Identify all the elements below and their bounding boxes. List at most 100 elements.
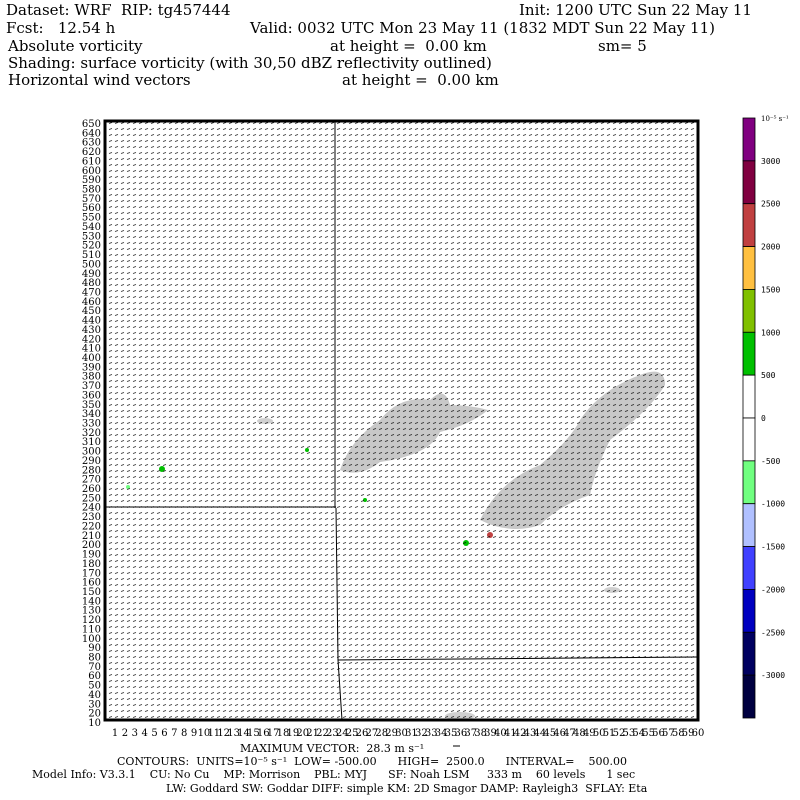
y-tick-label: 470 [82, 287, 101, 298]
x-tick-label: 49 [583, 728, 596, 739]
y-tick-label: 20 [88, 709, 101, 720]
y-tick-label: 350 [82, 400, 101, 411]
x-tick-label: 16 [257, 728, 270, 739]
y-tick-label: 320 [82, 428, 101, 439]
y-tick-label: 620 [82, 147, 101, 158]
y-tick-label: 290 [82, 456, 101, 467]
y-tick-label: 60 [88, 671, 101, 682]
y-tick-label: 360 [82, 390, 101, 401]
y-tick-label: 410 [82, 344, 101, 355]
y-tick-label: 630 [82, 138, 101, 149]
dataset-label: Dataset: WRF RIP: tg457444 [6, 1, 231, 19]
y-tick-label: 460 [82, 297, 101, 308]
x-tick-label: 30 [395, 728, 408, 739]
y-tick-label: 280 [82, 465, 101, 476]
colorbar-label: 0 [761, 414, 766, 423]
x-tick-label: 33 [425, 728, 438, 739]
x-tick-label: 36 [454, 728, 467, 739]
y-tick-label: 300 [82, 447, 101, 458]
colorbar-segment [742, 674, 756, 719]
valid-time: Valid: 0032 UTC Mon 23 May 11 (1832 MDT … [250, 19, 715, 37]
x-tick-label: 21 [306, 728, 319, 739]
field2-name: Horizontal wind vectors [8, 71, 191, 89]
x-tick-label: 7 [171, 728, 177, 739]
y-tick-label: 380 [82, 372, 101, 383]
smoothing: sm= 5 [598, 37, 647, 55]
x-tick-label: 48 [573, 728, 586, 739]
x-tick-label: 43 [524, 728, 537, 739]
x-tick-label: 35 [445, 728, 458, 739]
x-tick-label: 10 [198, 728, 211, 739]
colorbar-segment [742, 631, 756, 676]
y-tick-label: 420 [82, 334, 101, 345]
plot-frame [103, 119, 700, 722]
x-tick-label: 31 [405, 728, 418, 739]
colorbar-label: 2500 [761, 200, 780, 209]
y-tick-label: 240 [82, 503, 101, 514]
y-tick-label: 10 [88, 718, 101, 729]
y-tick-label: 70 [88, 662, 101, 673]
x-tick-label: 41 [504, 728, 517, 739]
colorbar-label: -3000 [761, 671, 785, 680]
colorbar-label: 500 [761, 371, 776, 380]
y-tick-label: 50 [88, 681, 101, 692]
y-tick-label: 100 [82, 634, 101, 645]
contour-info: CONTOURS: UNITS=10⁻⁵ s⁻¹ LOW= -500.00 HI… [117, 755, 627, 768]
colorbar-label: 1500 [761, 285, 780, 294]
boundaries [105, 121, 699, 721]
colorbar-segment [742, 589, 756, 633]
x-tick-label: 8 [181, 728, 187, 739]
x-tick-label: 2 [122, 728, 128, 739]
wind-vectors [105, 121, 698, 720]
y-tick-label: 440 [82, 316, 101, 327]
y-tick-label: 120 [82, 615, 101, 626]
colorbar-segment [742, 460, 756, 505]
max-vector: MAXIMUM VECTOR: 28.3 m s⁻¹ [240, 742, 425, 755]
x-tick-label: 57 [662, 728, 675, 739]
y-tick-label: 140 [82, 596, 101, 607]
y-tick-label: 600 [82, 166, 101, 177]
y-tick-label: 390 [82, 362, 101, 373]
y-tick-label: 190 [82, 550, 101, 561]
x-tick-label: 28 [375, 728, 388, 739]
y-tick-label: 650 [82, 119, 101, 130]
y-tick-label: 150 [82, 587, 101, 598]
x-tick-label: 56 [652, 728, 665, 739]
shading-desc: Shading: surface vorticity (with 30,50 d… [8, 54, 492, 72]
x-tick-label: 45 [543, 728, 556, 739]
colorbar-segment [742, 331, 756, 376]
x-tick-label: 24 [336, 728, 349, 739]
model-info-physics: LW: Goddard SW: Goddar DIFF: simple KM: … [166, 782, 648, 795]
field2-level: at height = 0.00 km [342, 71, 499, 89]
y-tick-label: 110 [82, 624, 101, 635]
colorbar-label: 3000 [761, 157, 780, 166]
x-tick-label: 60 [692, 728, 705, 739]
y-tick-label: 230 [82, 512, 101, 523]
field1-name: Absolute vorticity [8, 37, 143, 55]
x-tick-label: 12 [217, 728, 230, 739]
colorbar-label: 1000 [761, 328, 780, 337]
field1-level: at height = 0.00 km [330, 37, 487, 55]
colorbar-segment [742, 246, 756, 290]
colorbar-label: -1000 [761, 500, 785, 509]
colorbar-segment [742, 160, 756, 205]
y-tick-label: 580 [82, 185, 101, 196]
x-tick-label: 23 [326, 728, 339, 739]
x-tick-label: 47 [563, 728, 576, 739]
y-tick-label: 530 [82, 231, 101, 242]
y-tick-label: 210 [82, 531, 101, 542]
colorbar-segment [742, 417, 756, 462]
y-tick-label: 480 [82, 278, 101, 289]
x-tick-label: 15 [247, 728, 260, 739]
colorbar-label: -2500 [761, 628, 785, 637]
x-tick-label: 1 [112, 728, 118, 739]
x-tick-label: 32 [415, 728, 428, 739]
y-tick-label: 540 [82, 222, 101, 233]
y-tick-label: 180 [82, 559, 101, 570]
x-tick-label: 40 [494, 728, 507, 739]
y-tick-label: 560 [82, 203, 101, 214]
y-tick-label: 640 [82, 128, 101, 139]
y-tick-label: 490 [82, 269, 101, 280]
y-tick-label: 270 [82, 475, 101, 486]
